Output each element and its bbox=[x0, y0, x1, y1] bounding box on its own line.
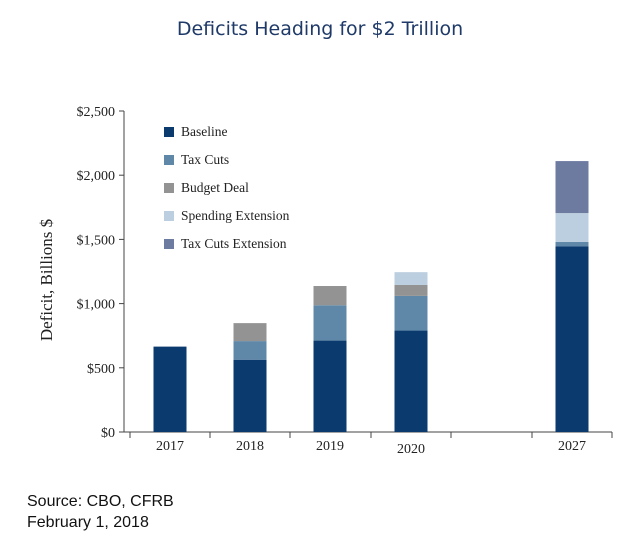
y-tick-label: $1,500 bbox=[77, 233, 116, 248]
legend-label: Baseline bbox=[181, 124, 228, 139]
bar-segment bbox=[233, 359, 267, 432]
axes bbox=[123, 111, 612, 433]
bar-segment bbox=[313, 286, 347, 306]
legend-swatch bbox=[164, 127, 174, 137]
bar-segment bbox=[153, 346, 187, 432]
y-tick-label: $2,500 bbox=[77, 105, 116, 120]
legend: Baseline Tax Cuts Budget Deal Spending Exte… bbox=[164, 124, 290, 251]
source-note: Source: CBO, CFRB February 1, 2018 bbox=[27, 491, 174, 533]
x-tick-label: 2019 bbox=[316, 439, 344, 454]
x-tick-label: 2018 bbox=[236, 439, 264, 454]
x-tick-label: 2020 bbox=[397, 442, 425, 457]
bar-segment bbox=[233, 323, 267, 342]
source-text: Source: CBO, CFRB bbox=[27, 493, 174, 510]
x-tick-label: 2027 bbox=[558, 439, 586, 454]
y-ticks: $0 $500 $1,000 $1,500 $2,000 $2,500 bbox=[77, 105, 124, 441]
x-ticks: 2017 2018 2019 2020 2027 bbox=[129, 432, 613, 457]
bar-segment bbox=[555, 213, 589, 242]
legend-label: Tax Cuts Extension bbox=[181, 236, 287, 251]
bar-segment bbox=[394, 284, 428, 296]
bars bbox=[153, 161, 589, 432]
legend-swatch bbox=[164, 183, 174, 193]
y-axis-title: Deficit, Billions $ bbox=[37, 219, 56, 341]
bar-segment bbox=[313, 340, 347, 432]
chart-title: Deficits Heading for $2 Trillion bbox=[176, 18, 464, 40]
x-tick-label: 2017 bbox=[156, 439, 184, 454]
legend-label: Tax Cuts bbox=[181, 152, 229, 167]
legend-swatch bbox=[164, 239, 174, 249]
legend-label: Spending Extension bbox=[181, 208, 290, 223]
bar-segment bbox=[555, 241, 589, 247]
legend-swatch bbox=[164, 211, 174, 221]
y-tick-label: $2,000 bbox=[77, 169, 116, 184]
date-text: February 1, 2018 bbox=[27, 514, 149, 531]
y-tick-label: $500 bbox=[87, 362, 115, 377]
bar-segment bbox=[394, 272, 428, 285]
y-tick-label: $0 bbox=[101, 426, 115, 441]
bar-segment bbox=[555, 246, 589, 432]
bar-segment bbox=[394, 295, 428, 331]
y-tick-label: $1,000 bbox=[77, 298, 116, 313]
bar-segment bbox=[233, 341, 267, 360]
bar-segment bbox=[313, 305, 347, 341]
bar-segment bbox=[555, 161, 589, 214]
legend-label: Budget Deal bbox=[181, 180, 249, 195]
legend-swatch bbox=[164, 155, 174, 165]
bar-segment bbox=[394, 330, 428, 432]
